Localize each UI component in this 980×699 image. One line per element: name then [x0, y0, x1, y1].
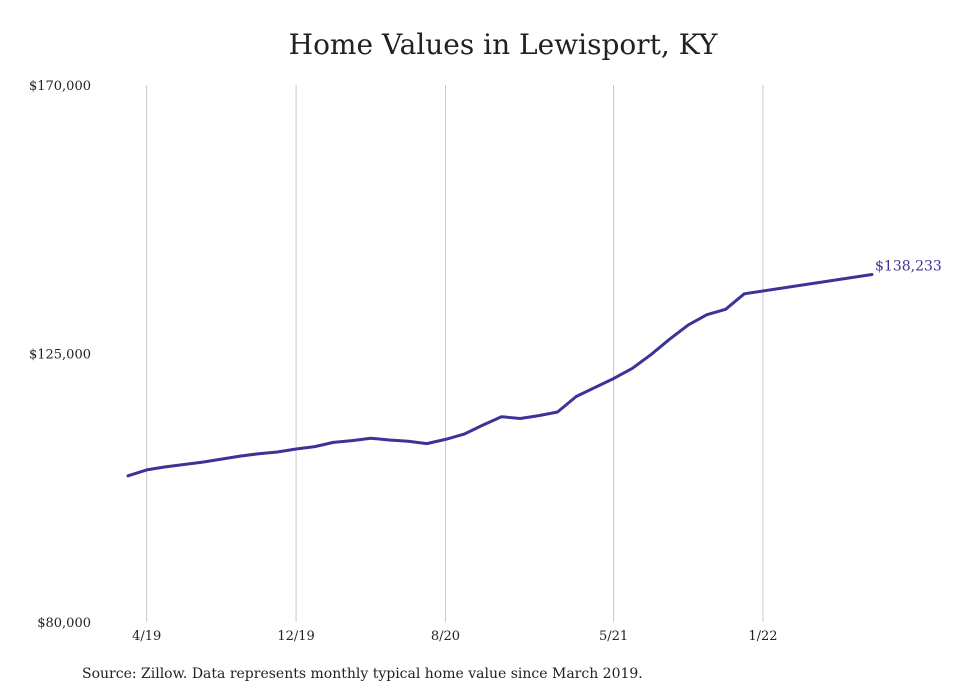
- y-tick-label: $125,000: [29, 348, 91, 363]
- y-tick-label: $170,000: [29, 79, 91, 94]
- end-value-label: $138,233: [875, 259, 942, 275]
- x-tick-label: 5/21: [599, 629, 628, 644]
- chart-title: Home Values in Lewisport, KY: [288, 28, 718, 61]
- x-tick-label: 12/19: [277, 629, 314, 644]
- x-tick-label: 4/19: [132, 629, 161, 644]
- source-note: Source: Zillow. Data represents monthly …: [82, 666, 643, 682]
- series-line: [126, 273, 874, 478]
- x-tick-label: 1/22: [748, 629, 777, 644]
- y-tick-label: $80,000: [37, 616, 91, 631]
- x-tick-label: 8/20: [431, 629, 460, 644]
